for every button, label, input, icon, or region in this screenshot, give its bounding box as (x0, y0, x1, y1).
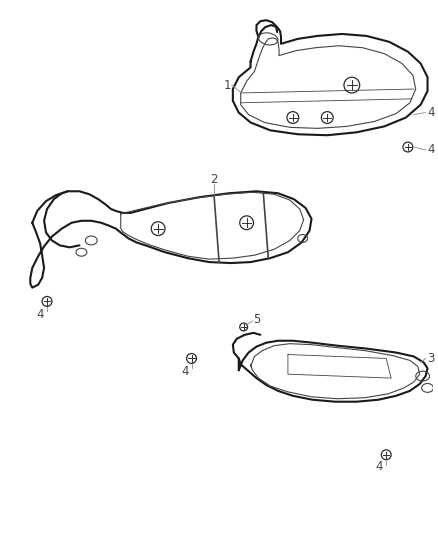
Text: 5: 5 (254, 312, 261, 326)
Text: 2: 2 (210, 173, 218, 186)
Text: 3: 3 (427, 352, 435, 365)
Text: 4: 4 (36, 308, 44, 321)
Text: 4: 4 (181, 365, 188, 378)
Text: 4: 4 (427, 106, 435, 119)
Text: 1: 1 (223, 78, 231, 92)
Text: 4: 4 (427, 143, 435, 157)
Text: 4: 4 (376, 460, 383, 473)
